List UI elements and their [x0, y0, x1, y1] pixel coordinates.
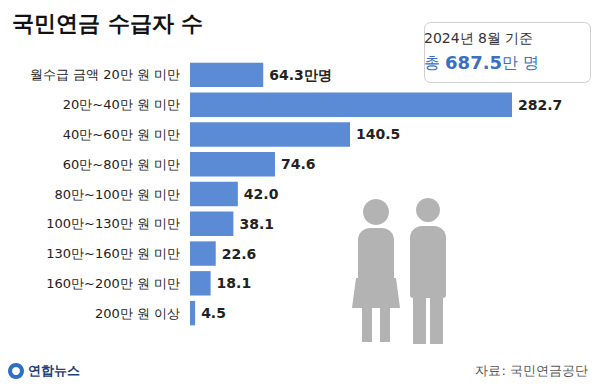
svg-text:140.5: 140.5: [356, 126, 400, 142]
svg-text:80만~100만 원 미만: 80만~100만 원 미만: [54, 187, 180, 202]
svg-text:38.1: 38.1: [239, 216, 274, 232]
svg-text:160만~200만 원 미만: 160만~200만 원 미만: [46, 276, 180, 291]
svg-text:만 명: 만 명: [502, 53, 539, 72]
svg-text:100만~130만 원 미만: 100만~130만 원 미만: [46, 216, 180, 231]
svg-text:연합뉴스: 연합뉴스: [28, 363, 80, 378]
svg-text:22.6: 22.6: [222, 246, 257, 262]
svg-text:2024년 8월 기준: 2024년 8월 기준: [424, 30, 533, 46]
svg-text:687.5: 687.5: [445, 52, 502, 73]
svg-text:자료: 국민연금공단: 자료: 국민연금공단: [475, 363, 588, 378]
svg-text:282.7: 282.7: [518, 97, 562, 113]
svg-text:200만 원 이상: 200만 원 이상: [95, 306, 180, 321]
svg-text:64.3만명: 64.3만명: [269, 67, 332, 83]
svg-text:42.0: 42.0: [244, 186, 279, 202]
svg-text:130만~160만 원 미만: 130만~160만 원 미만: [46, 246, 180, 261]
svg-text:74.6: 74.6: [281, 156, 316, 172]
svg-text:20만~40만 원 미만: 20만~40만 원 미만: [63, 97, 180, 112]
svg-text:국민연금 수급자 수: 국민연금 수급자 수: [12, 11, 203, 36]
svg-text:60만~80만 원 미만: 60만~80만 원 미만: [63, 157, 180, 172]
svg-text:18.1: 18.1: [217, 275, 252, 291]
svg-text:4.5: 4.5: [201, 305, 226, 321]
svg-text:월수급 금액 20만 원 미만: 월수급 금액 20만 원 미만: [30, 67, 180, 82]
svg-text:총: 총: [424, 53, 445, 72]
svg-text:40만~60만 원 미만: 40만~60만 원 미만: [63, 127, 180, 142]
